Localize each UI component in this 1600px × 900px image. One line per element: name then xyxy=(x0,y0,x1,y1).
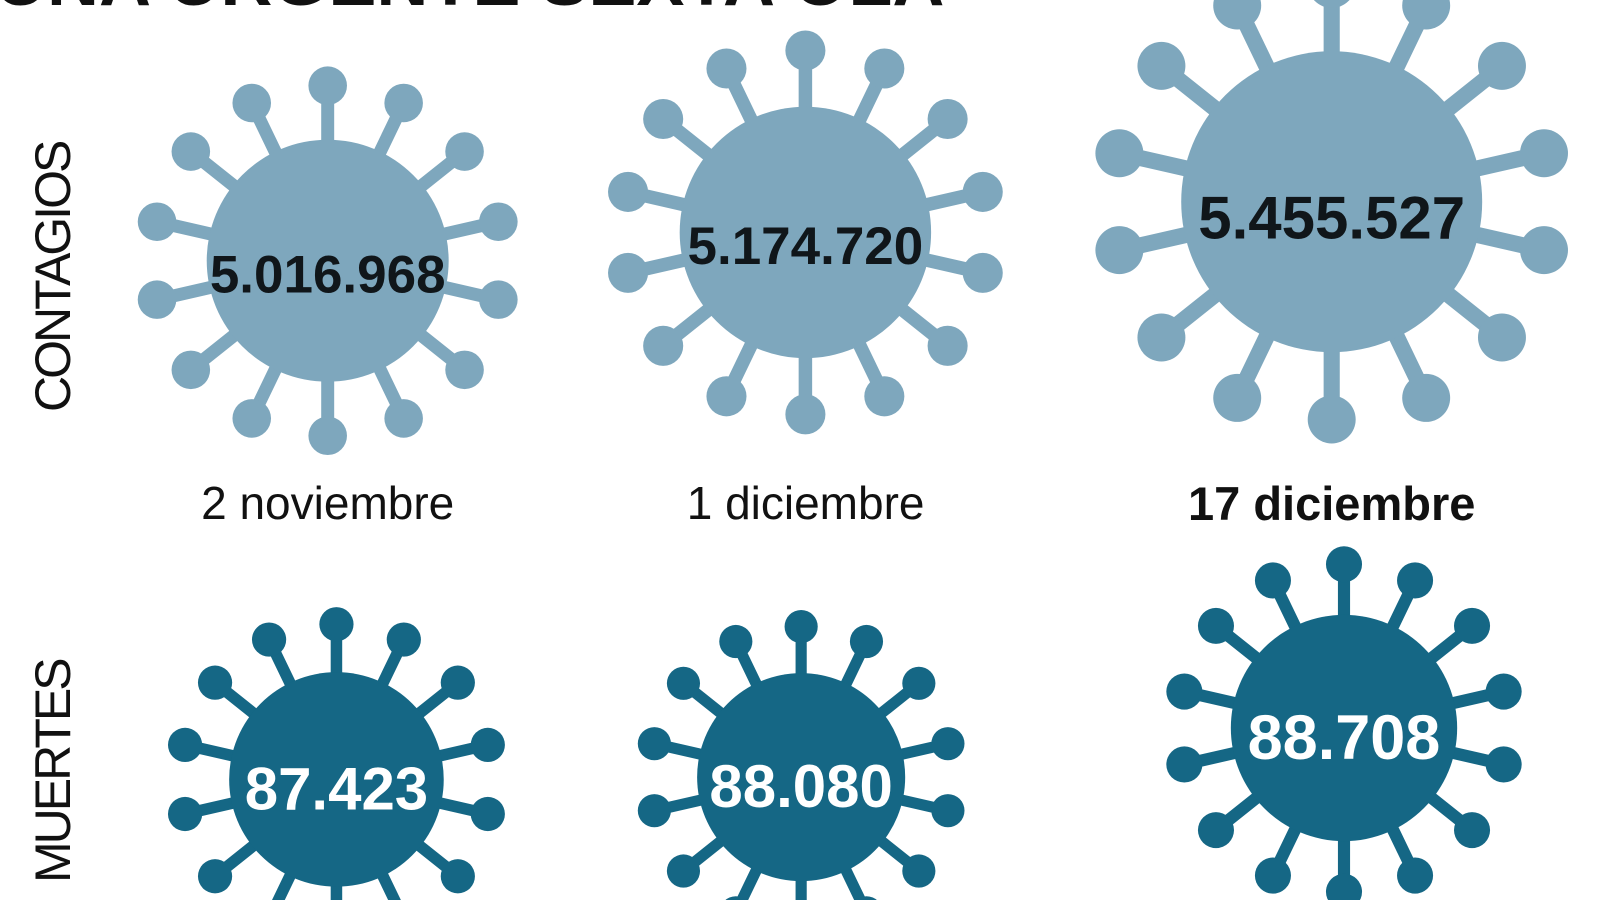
svg-text:87.423: 87.423 xyxy=(245,755,428,822)
svg-text:5.174.720: 5.174.720 xyxy=(688,217,924,276)
svg-text:5.455.527: 5.455.527 xyxy=(1198,184,1465,251)
svg-text:88.080: 88.080 xyxy=(709,753,892,820)
svg-text:88.708: 88.708 xyxy=(1248,703,1441,773)
svg-text:5.016.968: 5.016.968 xyxy=(210,246,446,305)
